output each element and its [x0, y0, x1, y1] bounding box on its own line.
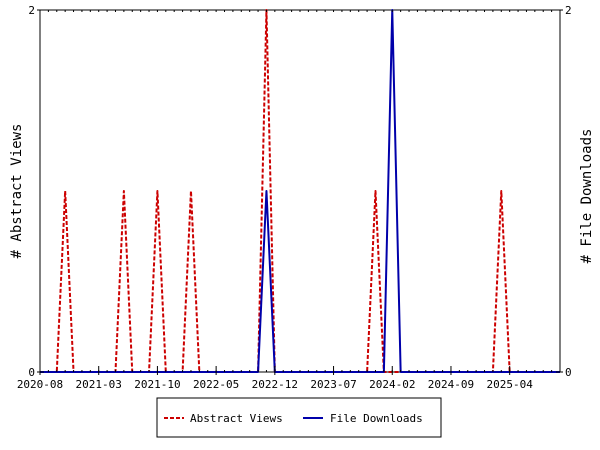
x-tick-label: 2025-04	[486, 378, 533, 391]
x-tick-label: 2021-03	[76, 378, 122, 391]
y-axis-ticks: 0 2 0 2	[28, 4, 571, 379]
legend-label-abstract-views: Abstract Views	[190, 412, 283, 425]
x-tick-label: 2024-09	[428, 378, 474, 391]
legend-label-file-downloads: File Downloads	[330, 412, 423, 425]
series-line-file-downloads	[40, 9, 560, 373]
y-right-tick-label: 2	[565, 4, 572, 17]
y-left-tick-label: 0	[28, 366, 35, 379]
y-right-tick-label: 0	[565, 366, 572, 379]
x-tick-label: 2022-12	[252, 378, 298, 391]
y-axis-right-title: # File Downloads	[579, 129, 595, 264]
series-layer	[40, 9, 560, 373]
legend: Abstract Views File Downloads	[156, 397, 442, 438]
x-tick-label: 2021-10	[134, 378, 180, 391]
legend-box	[156, 397, 442, 438]
x-axis-ticks: 2020-08 2021-03 2021-10 2022-05 2022-12 2023-…	[17, 10, 561, 391]
x-tick-label: 2024-02	[369, 378, 415, 391]
y-axis-left-title: # Abstract Views	[9, 124, 25, 259]
x-tick-label: 2022-05	[193, 378, 239, 391]
plot-area	[39, 9, 561, 373]
y-left-tick-label: 2	[28, 4, 35, 17]
x-tick-label: 2020-08	[17, 378, 63, 391]
x-tick-label: 2023-07	[310, 378, 356, 391]
